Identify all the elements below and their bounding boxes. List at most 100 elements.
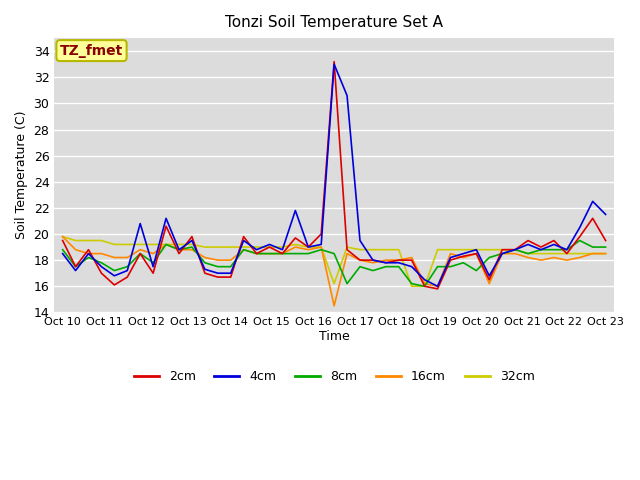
- 4cm: [511, 247, 519, 252]
- 32cm: [460, 247, 467, 252]
- 16cm: [485, 281, 493, 287]
- 2cm: [524, 238, 532, 243]
- 32cm: [576, 251, 584, 256]
- 32cm: [149, 241, 157, 247]
- 16cm: [382, 257, 390, 263]
- 8cm: [72, 264, 79, 270]
- 16cm: [188, 247, 196, 252]
- 16cm: [291, 244, 299, 250]
- 32cm: [214, 244, 221, 250]
- 8cm: [420, 283, 428, 289]
- 2cm: [149, 270, 157, 276]
- 8cm: [201, 260, 209, 265]
- 16cm: [201, 254, 209, 260]
- 16cm: [278, 251, 286, 256]
- 4cm: [188, 238, 196, 243]
- 2cm: [111, 282, 118, 288]
- 2cm: [472, 251, 480, 256]
- 2cm: [485, 277, 493, 283]
- 4cm: [408, 264, 415, 270]
- 2cm: [266, 244, 273, 250]
- 16cm: [343, 251, 351, 256]
- 16cm: [330, 303, 338, 309]
- 8cm: [162, 241, 170, 247]
- 16cm: [420, 281, 428, 287]
- 8cm: [175, 247, 183, 252]
- Line: 4cm: 4cm: [63, 64, 605, 286]
- 2cm: [188, 234, 196, 240]
- 32cm: [472, 247, 480, 252]
- 4cm: [291, 208, 299, 214]
- 2cm: [589, 216, 596, 221]
- 16cm: [576, 254, 584, 260]
- 2cm: [343, 247, 351, 252]
- 4cm: [395, 260, 403, 265]
- 32cm: [97, 238, 105, 243]
- 4cm: [420, 277, 428, 283]
- 4cm: [382, 260, 390, 265]
- 8cm: [136, 251, 144, 256]
- 32cm: [305, 244, 312, 250]
- 8cm: [382, 264, 390, 270]
- 32cm: [369, 247, 377, 252]
- 32cm: [136, 241, 144, 247]
- 8cm: [149, 260, 157, 265]
- 16cm: [317, 244, 325, 250]
- 2cm: [408, 257, 415, 263]
- 2cm: [124, 274, 131, 280]
- 32cm: [395, 247, 403, 252]
- 4cm: [111, 273, 118, 279]
- 4cm: [84, 251, 92, 256]
- 8cm: [84, 254, 92, 260]
- 8cm: [434, 264, 442, 270]
- 4cm: [72, 268, 79, 274]
- 16cm: [434, 283, 442, 289]
- 2cm: [305, 244, 312, 250]
- 32cm: [420, 283, 428, 289]
- 2cm: [59, 238, 67, 243]
- 2cm: [395, 257, 403, 263]
- 16cm: [550, 254, 557, 260]
- 4cm: [485, 273, 493, 279]
- 2cm: [291, 235, 299, 241]
- 4cm: [201, 266, 209, 272]
- 2cm: [356, 257, 364, 263]
- 16cm: [460, 254, 467, 260]
- 4cm: [266, 241, 273, 247]
- 4cm: [175, 247, 183, 252]
- 32cm: [434, 247, 442, 252]
- 16cm: [124, 254, 131, 260]
- 8cm: [485, 254, 493, 260]
- 32cm: [499, 247, 506, 252]
- 2cm: [175, 251, 183, 256]
- 2cm: [369, 257, 377, 263]
- Line: 16cm: 16cm: [63, 237, 605, 306]
- 2cm: [420, 283, 428, 289]
- 16cm: [266, 251, 273, 256]
- 32cm: [72, 238, 79, 243]
- 32cm: [317, 244, 325, 250]
- 2cm: [136, 251, 144, 256]
- 32cm: [589, 251, 596, 256]
- 16cm: [408, 254, 415, 260]
- 8cm: [188, 244, 196, 250]
- 16cm: [175, 247, 183, 252]
- 32cm: [550, 251, 557, 256]
- 16cm: [511, 251, 519, 256]
- 16cm: [499, 251, 506, 256]
- 32cm: [59, 234, 67, 240]
- 8cm: [408, 281, 415, 287]
- 32cm: [602, 251, 609, 256]
- 16cm: [84, 251, 92, 256]
- 8cm: [343, 281, 351, 287]
- 32cm: [84, 238, 92, 243]
- 2cm: [240, 234, 248, 240]
- 32cm: [240, 244, 248, 250]
- 4cm: [563, 247, 571, 252]
- 8cm: [395, 264, 403, 270]
- 4cm: [253, 247, 260, 252]
- 4cm: [97, 264, 105, 270]
- 32cm: [201, 244, 209, 250]
- 16cm: [214, 257, 221, 263]
- 32cm: [563, 251, 571, 256]
